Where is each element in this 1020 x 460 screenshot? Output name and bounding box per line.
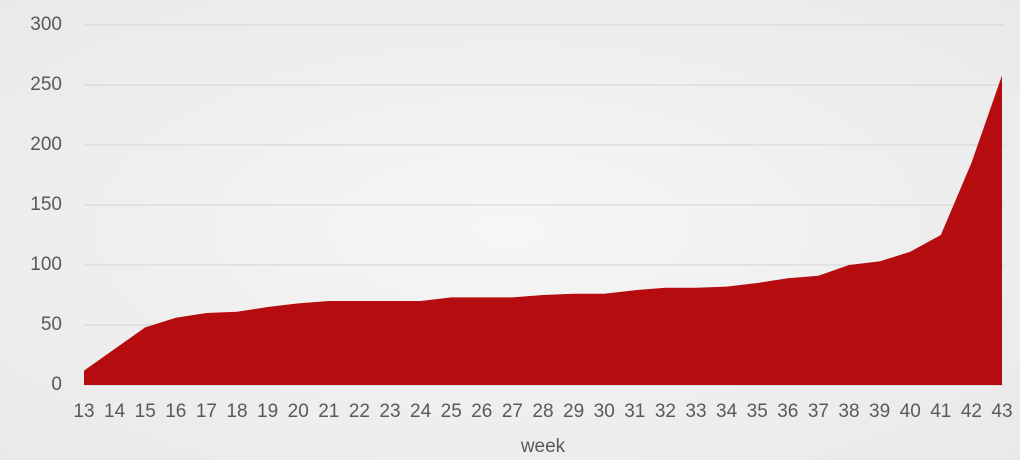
x-tick-label: 39: [869, 401, 890, 422]
y-tick-label: 150: [30, 194, 62, 215]
x-tick-label: 14: [104, 401, 126, 422]
y-tick-label: 250: [30, 74, 62, 95]
x-tick-label: 35: [747, 401, 768, 422]
x-axis-label: week: [520, 436, 566, 457]
x-tick-label: 22: [349, 401, 370, 422]
x-tick-label: 28: [532, 401, 553, 422]
x-tick-label: 43: [991, 401, 1012, 422]
x-tick-label: 38: [838, 401, 859, 422]
x-tick-label: 16: [165, 401, 186, 422]
x-tick-label: 40: [900, 401, 921, 422]
x-tick-label: 26: [471, 401, 492, 422]
y-tick-label: 0: [51, 374, 62, 395]
x-tick-label: 18: [226, 401, 247, 422]
x-tick-label: 20: [288, 401, 309, 422]
x-tick-label: 21: [318, 401, 339, 422]
x-tick-label: 27: [502, 401, 523, 422]
x-tick-label: 36: [777, 401, 798, 422]
y-tick-label: 300: [30, 14, 62, 35]
x-tick-label: 17: [196, 401, 217, 422]
x-tick-label: 13: [73, 401, 94, 422]
area: [84, 75, 1002, 386]
y-tick-label: 200: [30, 134, 62, 155]
x-tick-label: 32: [655, 401, 676, 422]
x-tick-label: 19: [257, 401, 278, 422]
x-tick-label: 15: [135, 401, 156, 422]
x-tick-label: 25: [441, 401, 462, 422]
x-tick-label: 24: [410, 401, 432, 422]
x-tick-label: 23: [379, 401, 400, 422]
x-tick-label: 29: [563, 401, 584, 422]
x-tick-label: 34: [716, 401, 738, 422]
y-tick-label: 50: [41, 314, 62, 335]
x-tick-label: 33: [685, 401, 706, 422]
x-tick-label: 42: [961, 401, 982, 422]
x-tick-label: 37: [808, 401, 829, 422]
y-tick-label: 100: [30, 254, 62, 275]
x-tick-label: 31: [624, 401, 645, 422]
x-tick-label: 30: [594, 401, 615, 422]
x-tick-label: 41: [930, 401, 951, 422]
